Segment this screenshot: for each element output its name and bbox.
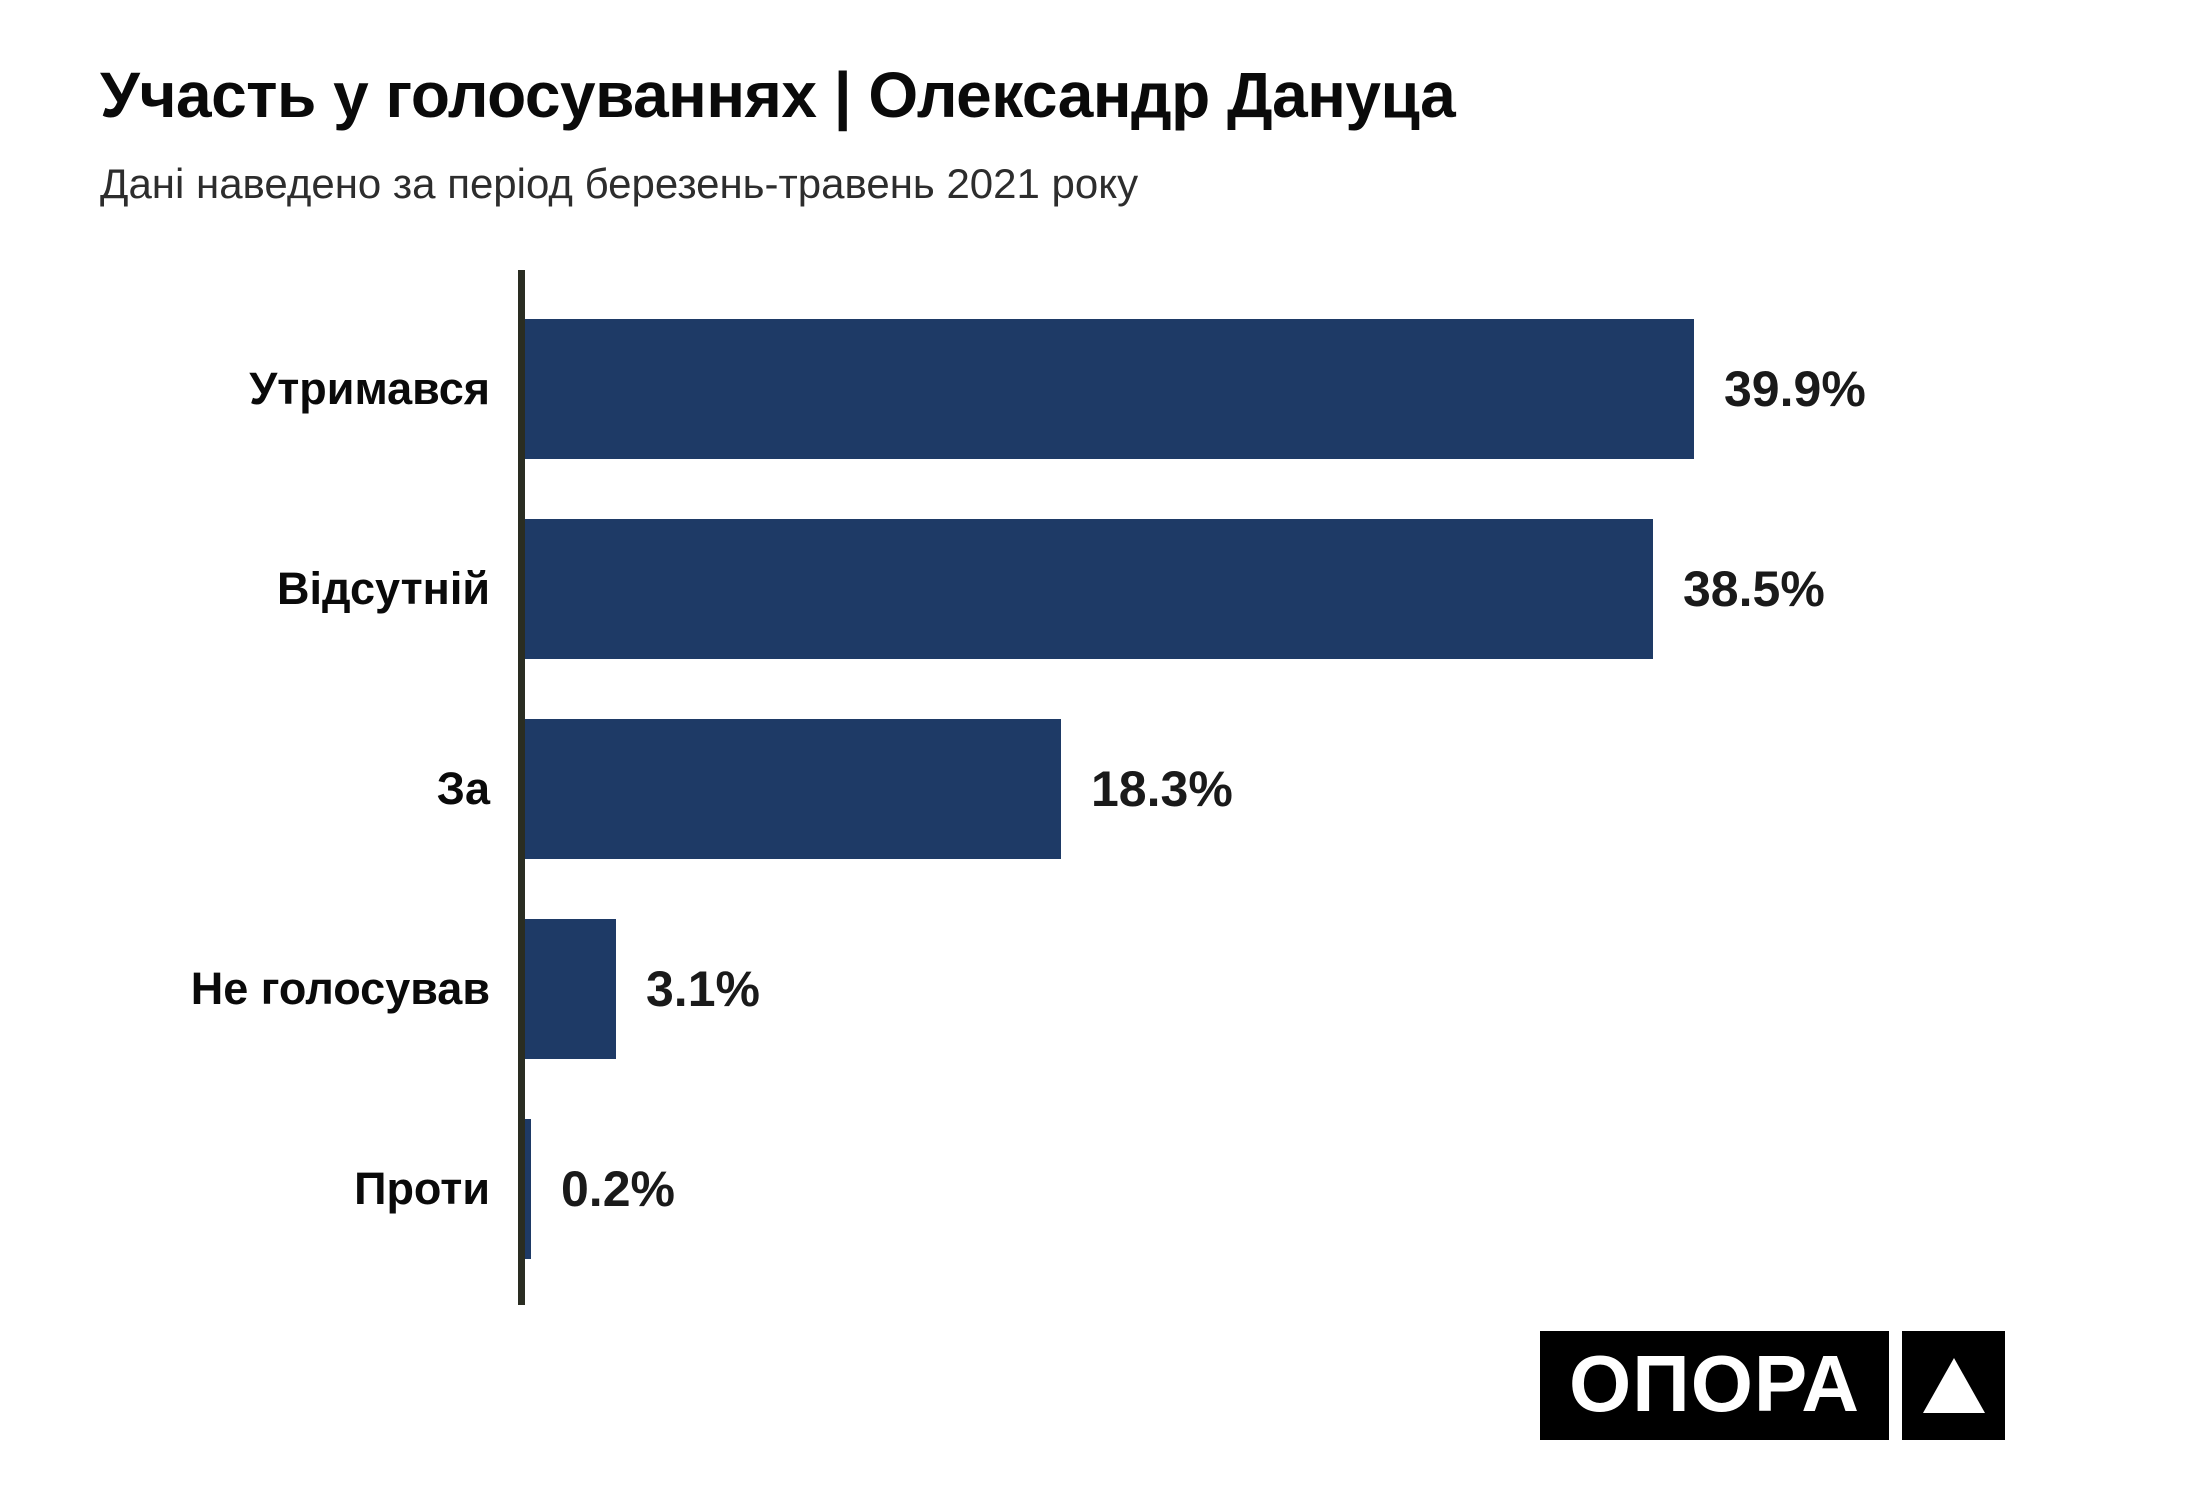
category-label: Не голосував: [190, 963, 490, 1014]
value-label: 18.3%: [1091, 761, 1233, 817]
bar: [525, 519, 1653, 659]
category-label: За: [436, 763, 490, 814]
value-label: 0.2%: [561, 1161, 675, 1217]
category-label: Відсутній: [277, 563, 490, 614]
bar: [525, 919, 616, 1059]
value-label: 39.9%: [1724, 361, 1866, 417]
bar: [525, 319, 1694, 459]
opora-logo-mark: [1902, 1331, 2005, 1440]
value-label: 38.5%: [1683, 561, 1825, 617]
bar: [525, 1119, 531, 1259]
page-title: Участь у голосуваннях | Олександр Дануца: [100, 59, 1456, 131]
y-axis-line: [518, 270, 525, 1305]
category-label: Утримався: [249, 363, 490, 414]
triangle-up-icon: [1922, 1358, 1985, 1413]
opora-logo: ОПОРА: [1540, 1331, 1889, 1440]
opora-logo-text: ОПОРА: [1568, 1338, 1861, 1428]
value-label: 3.1%: [646, 961, 760, 1017]
category-label: Проти: [354, 1163, 490, 1214]
page-subtitle: Дані наведено за період березень-травень…: [100, 160, 1139, 207]
bar: [525, 719, 1061, 859]
